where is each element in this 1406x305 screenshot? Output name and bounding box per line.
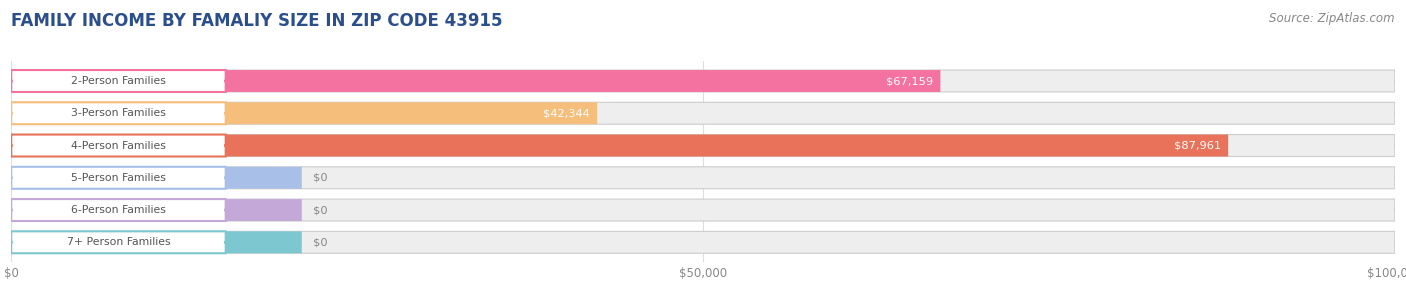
FancyBboxPatch shape	[11, 102, 226, 124]
FancyBboxPatch shape	[11, 135, 1229, 156]
FancyBboxPatch shape	[11, 167, 302, 189]
FancyBboxPatch shape	[11, 231, 226, 253]
Text: 7+ Person Families: 7+ Person Families	[66, 237, 170, 247]
FancyBboxPatch shape	[11, 70, 226, 92]
Text: $0: $0	[314, 237, 328, 247]
Text: 5-Person Families: 5-Person Families	[72, 173, 166, 183]
FancyBboxPatch shape	[11, 135, 226, 156]
FancyBboxPatch shape	[11, 135, 1395, 156]
Text: $0: $0	[314, 173, 328, 183]
Text: 2-Person Families: 2-Person Families	[72, 76, 166, 86]
FancyBboxPatch shape	[11, 70, 941, 92]
FancyBboxPatch shape	[11, 199, 226, 221]
Text: Source: ZipAtlas.com: Source: ZipAtlas.com	[1270, 12, 1395, 25]
Text: FAMILY INCOME BY FAMALIY SIZE IN ZIP CODE 43915: FAMILY INCOME BY FAMALIY SIZE IN ZIP COD…	[11, 12, 503, 30]
Text: $0: $0	[314, 205, 328, 215]
FancyBboxPatch shape	[11, 231, 1395, 253]
FancyBboxPatch shape	[11, 167, 1395, 189]
FancyBboxPatch shape	[11, 199, 302, 221]
Text: $87,961: $87,961	[1174, 141, 1222, 151]
FancyBboxPatch shape	[11, 70, 1395, 92]
FancyBboxPatch shape	[11, 102, 598, 124]
FancyBboxPatch shape	[11, 167, 226, 189]
Text: 6-Person Families: 6-Person Families	[72, 205, 166, 215]
Text: $42,344: $42,344	[543, 108, 591, 118]
Text: 3-Person Families: 3-Person Families	[72, 108, 166, 118]
FancyBboxPatch shape	[11, 231, 302, 253]
Text: 4-Person Families: 4-Person Families	[72, 141, 166, 151]
Text: $67,159: $67,159	[886, 76, 934, 86]
FancyBboxPatch shape	[11, 102, 1395, 124]
FancyBboxPatch shape	[11, 199, 1395, 221]
